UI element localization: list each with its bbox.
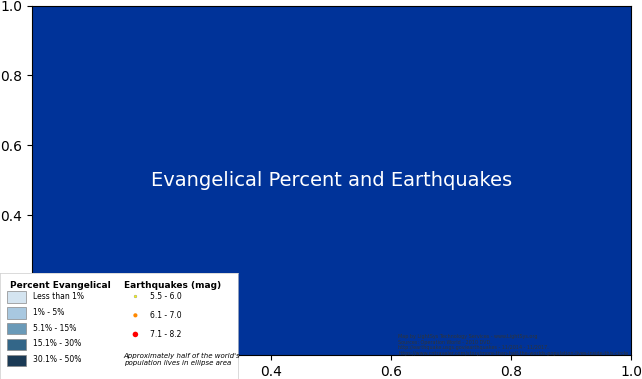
Text: Less than 1%: Less than 1% [33, 292, 84, 301]
Text: 7.1 - 8.2: 7.1 - 8.2 [150, 330, 181, 339]
Text: 5.1% - 15%: 5.1% - 15% [33, 324, 76, 332]
Text: 30.1% - 50%: 30.1% - 50% [33, 356, 82, 364]
Text: Map by LightSys Technology Services - www.LightSys.org
Sources: Operation World : Map by LightSys Technology Services - ww… [398, 334, 628, 356]
Text: 5.5 - 6.0: 5.5 - 6.0 [150, 292, 182, 301]
Text: Approximately half of the world's
population lives in ellipse area: Approximately half of the world's popula… [123, 352, 240, 366]
Text: Evangelical Percent and Earthquakes: Evangelical Percent and Earthquakes [151, 171, 512, 190]
FancyBboxPatch shape [7, 339, 26, 350]
Text: Earthquakes (mag): Earthquakes (mag) [123, 281, 221, 290]
Text: 15.1% - 30%: 15.1% - 30% [33, 340, 82, 348]
FancyBboxPatch shape [7, 323, 26, 334]
FancyBboxPatch shape [7, 355, 26, 366]
FancyBboxPatch shape [7, 291, 26, 302]
Text: 6.1 - 7.0: 6.1 - 7.0 [150, 311, 181, 320]
Text: 1% - 5%: 1% - 5% [33, 308, 65, 316]
Text: Percent Evangelical: Percent Evangelical [10, 281, 110, 290]
FancyBboxPatch shape [7, 307, 26, 318]
